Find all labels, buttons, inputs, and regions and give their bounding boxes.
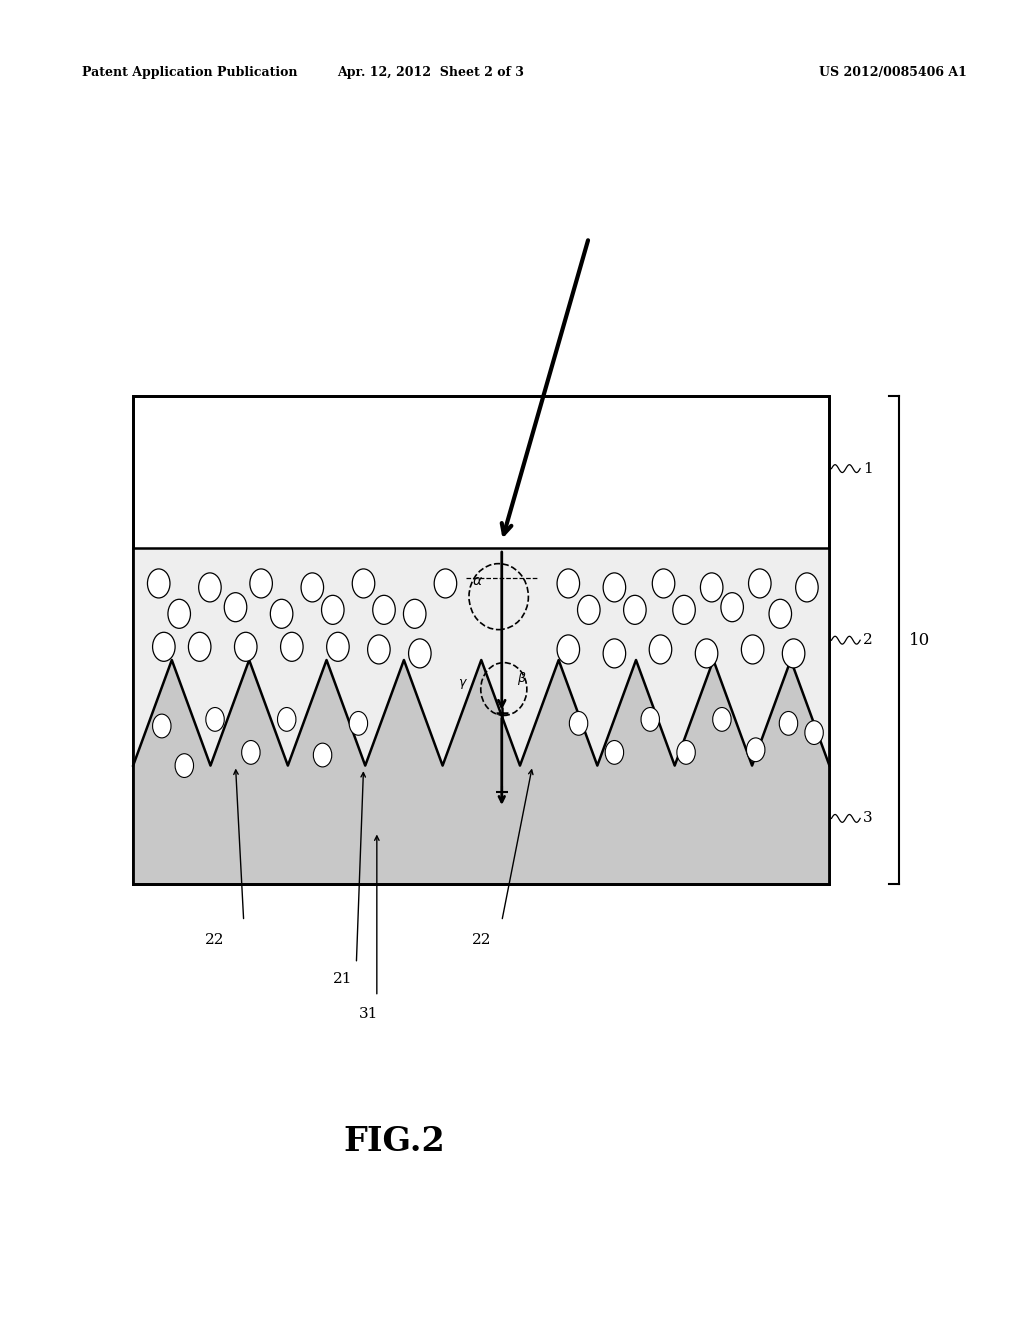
Text: Patent Application Publication: Patent Application Publication bbox=[82, 66, 297, 79]
Circle shape bbox=[624, 595, 646, 624]
Circle shape bbox=[278, 708, 296, 731]
Circle shape bbox=[224, 593, 247, 622]
Circle shape bbox=[352, 569, 375, 598]
Circle shape bbox=[700, 573, 723, 602]
Text: US 2012/0085406 A1: US 2012/0085406 A1 bbox=[819, 66, 967, 79]
Circle shape bbox=[153, 714, 171, 738]
Text: FIG.2: FIG.2 bbox=[343, 1125, 445, 1159]
Text: 22: 22 bbox=[205, 933, 225, 946]
Circle shape bbox=[327, 632, 349, 661]
Text: 1: 1 bbox=[863, 462, 873, 475]
Polygon shape bbox=[133, 548, 829, 766]
Text: Apr. 12, 2012  Sheet 2 of 3: Apr. 12, 2012 Sheet 2 of 3 bbox=[337, 66, 523, 79]
Circle shape bbox=[168, 599, 190, 628]
Circle shape bbox=[805, 721, 823, 744]
Circle shape bbox=[373, 595, 395, 624]
Circle shape bbox=[649, 635, 672, 664]
Circle shape bbox=[673, 595, 695, 624]
Circle shape bbox=[175, 754, 194, 777]
Circle shape bbox=[301, 573, 324, 602]
Text: $\beta$: $\beta$ bbox=[517, 671, 527, 686]
Circle shape bbox=[782, 639, 805, 668]
Circle shape bbox=[749, 569, 771, 598]
Bar bbox=[133, 396, 829, 884]
Polygon shape bbox=[133, 660, 829, 884]
Text: 21: 21 bbox=[333, 973, 353, 986]
Circle shape bbox=[206, 708, 224, 731]
Text: 2: 2 bbox=[863, 634, 873, 647]
Circle shape bbox=[741, 635, 764, 664]
Circle shape bbox=[281, 632, 303, 661]
Circle shape bbox=[322, 595, 344, 624]
Circle shape bbox=[603, 573, 626, 602]
Circle shape bbox=[313, 743, 332, 767]
Circle shape bbox=[713, 708, 731, 731]
Circle shape bbox=[603, 639, 626, 668]
Circle shape bbox=[605, 741, 624, 764]
Circle shape bbox=[769, 599, 792, 628]
Circle shape bbox=[250, 569, 272, 598]
Circle shape bbox=[779, 711, 798, 735]
Circle shape bbox=[368, 635, 390, 664]
Text: 31: 31 bbox=[359, 1007, 378, 1020]
Circle shape bbox=[677, 741, 695, 764]
Text: 10: 10 bbox=[909, 632, 931, 648]
Circle shape bbox=[409, 639, 431, 668]
Circle shape bbox=[796, 573, 818, 602]
Circle shape bbox=[242, 741, 260, 764]
Circle shape bbox=[234, 632, 257, 661]
Text: 3: 3 bbox=[863, 812, 872, 825]
Circle shape bbox=[695, 639, 718, 668]
Text: $\gamma$: $\gamma$ bbox=[458, 677, 468, 690]
Text: $\alpha$: $\alpha$ bbox=[472, 574, 482, 587]
Circle shape bbox=[270, 599, 293, 628]
Circle shape bbox=[557, 635, 580, 664]
Circle shape bbox=[652, 569, 675, 598]
Bar bbox=[133, 396, 829, 884]
Circle shape bbox=[153, 632, 175, 661]
Circle shape bbox=[188, 632, 211, 661]
Circle shape bbox=[721, 593, 743, 622]
Circle shape bbox=[349, 711, 368, 735]
Circle shape bbox=[557, 569, 580, 598]
Text: 22: 22 bbox=[471, 933, 492, 946]
Circle shape bbox=[569, 711, 588, 735]
Circle shape bbox=[578, 595, 600, 624]
Circle shape bbox=[147, 569, 170, 598]
Circle shape bbox=[641, 708, 659, 731]
Circle shape bbox=[434, 569, 457, 598]
Circle shape bbox=[199, 573, 221, 602]
Circle shape bbox=[746, 738, 765, 762]
Circle shape bbox=[403, 599, 426, 628]
